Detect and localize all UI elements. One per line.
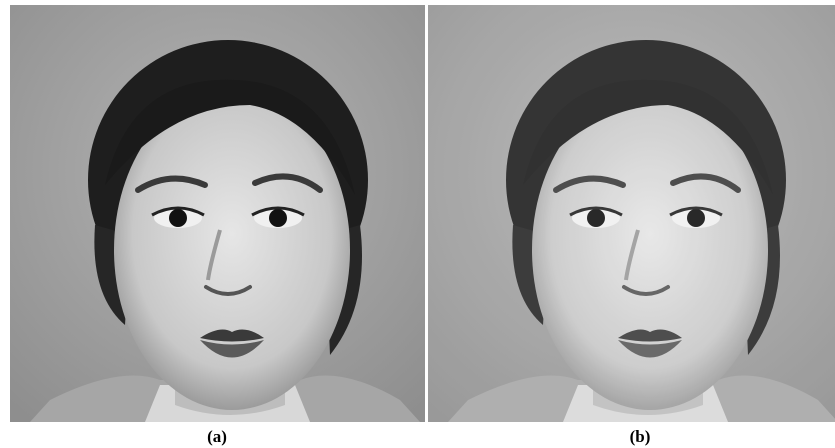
panel-label: (b) xyxy=(630,427,651,446)
photo-b xyxy=(428,5,835,422)
photo-a xyxy=(10,5,425,422)
figure: (a) (b) xyxy=(0,0,835,448)
panel-label: (a) xyxy=(207,427,227,446)
